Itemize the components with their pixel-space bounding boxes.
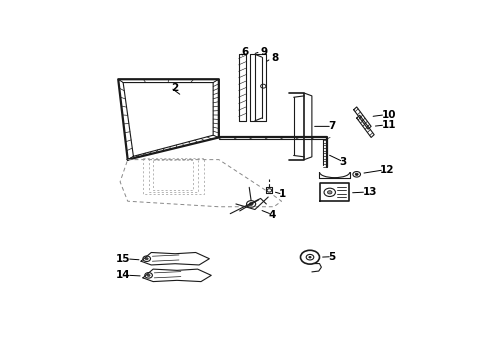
Text: 2: 2 <box>171 82 178 93</box>
Text: 9: 9 <box>261 46 268 57</box>
Text: 6: 6 <box>241 46 248 57</box>
Text: 13: 13 <box>363 187 377 197</box>
Text: 7: 7 <box>328 121 336 131</box>
Text: 8: 8 <box>271 53 279 63</box>
Circle shape <box>249 203 253 205</box>
Circle shape <box>309 256 311 258</box>
Text: 1: 1 <box>279 189 286 199</box>
Text: 15: 15 <box>116 254 131 264</box>
Text: 3: 3 <box>340 157 347 167</box>
Text: 11: 11 <box>381 120 396 130</box>
Text: 14: 14 <box>116 270 131 280</box>
Text: 10: 10 <box>381 110 396 120</box>
Circle shape <box>145 258 148 260</box>
Circle shape <box>355 173 358 175</box>
Text: 12: 12 <box>380 165 395 175</box>
Circle shape <box>147 274 150 276</box>
Text: 4: 4 <box>268 210 275 220</box>
Circle shape <box>327 191 332 194</box>
Text: 5: 5 <box>328 252 336 262</box>
